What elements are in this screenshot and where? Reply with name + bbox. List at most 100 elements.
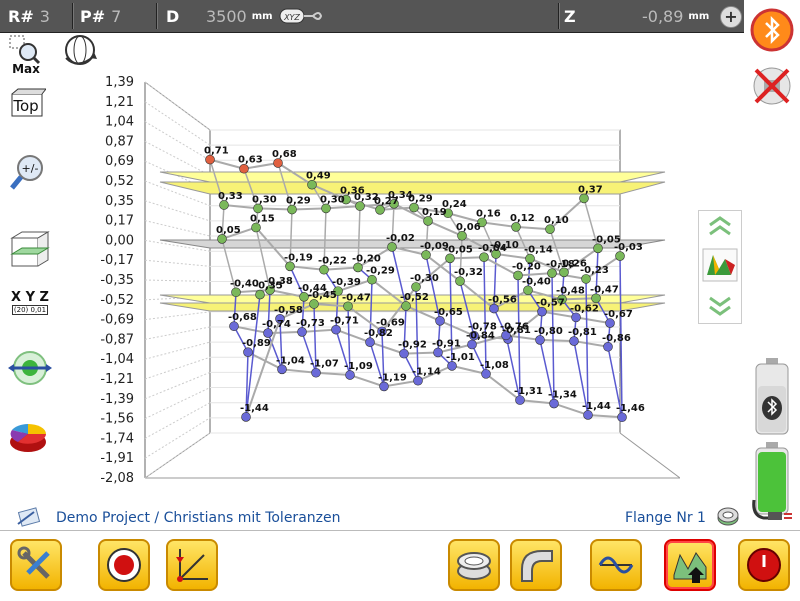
point-value-label: -0,76 (500, 321, 529, 332)
measurement-point (333, 286, 343, 296)
point-value-label: -0,67 (604, 309, 633, 320)
measurement-point (467, 339, 477, 350)
plane-view-button[interactable] (8, 228, 52, 272)
mesh-line (515, 226, 531, 259)
settings-button[interactable] (10, 539, 62, 591)
measurement-point (389, 199, 399, 209)
gridline (144, 279, 211, 282)
point-value-label: -0,92 (398, 340, 427, 351)
y-tick-label: -0,35 (100, 273, 134, 288)
flange-name[interactable]: Flange Nr 1 (625, 510, 706, 526)
zoom-tolerance-button[interactable]: +/- (8, 152, 48, 192)
point-value-label: 0,63 (238, 155, 263, 166)
rotate-globe-icon (65, 35, 97, 65)
xyz-settings-button[interactable]: X Y Z (20) 0,01 (8, 290, 52, 320)
point-value-label: -0,52 (400, 292, 429, 303)
measurement-point (617, 412, 627, 423)
scroll-up-button[interactable] (707, 215, 733, 241)
flange-rings-icon (457, 552, 491, 580)
point-value-label: -1,08 (480, 360, 509, 371)
xyz-measure-button[interactable]: XYZ (279, 6, 323, 26)
mesh-line (415, 286, 419, 381)
mesh-line (301, 331, 317, 373)
point-value-label: -0,62 (570, 303, 599, 314)
surface-thumb[interactable] (701, 245, 739, 289)
sine-wave-icon (598, 556, 634, 574)
profile-mode-button[interactable] (590, 539, 642, 591)
measurement-point (523, 285, 533, 296)
point-value-label: -0,73 (296, 318, 325, 329)
top-view-button[interactable]: Top (8, 88, 48, 120)
mesh-line (507, 310, 543, 340)
disconnect-button[interactable] (750, 64, 794, 112)
point-value-label: -0,47 (342, 292, 371, 303)
measurement-point (525, 253, 535, 264)
zoom-max-label: Max (12, 62, 40, 76)
mesh-line (255, 227, 271, 291)
mesh-line (585, 255, 621, 280)
gridline (144, 326, 211, 340)
project-name[interactable]: Demo Project / Christians mit Toleranzen (56, 510, 341, 526)
flange-mode-button[interactable] (448, 539, 500, 591)
p-field: P# 7 (80, 0, 121, 32)
mesh-line (405, 305, 441, 322)
mesh-line (471, 344, 487, 375)
y-tick-label: -1,21 (100, 372, 134, 387)
mesh-line (391, 203, 395, 247)
point-value-label: -0,09 (420, 241, 449, 252)
scroll-down-button[interactable] (707, 295, 733, 321)
mesh-line (221, 204, 225, 239)
point-value-label: -0,80 (534, 326, 563, 337)
measurement-point (379, 381, 389, 392)
mesh-line (449, 256, 485, 260)
measurement-point (477, 217, 487, 228)
measurement-point (263, 328, 273, 338)
mesh-line (505, 335, 521, 401)
view-scroller[interactable] (698, 210, 742, 324)
surface-thumbnail-icon (702, 248, 738, 282)
power-battery (750, 440, 796, 530)
measurement-point (319, 264, 329, 275)
mesh-line (607, 346, 623, 418)
rotate-view-button[interactable] (60, 30, 100, 70)
mesh-line (221, 238, 237, 293)
level-target-icon (8, 351, 52, 385)
bluetooth-button[interactable] (750, 8, 794, 56)
xyz-badge-text: XYZ (283, 13, 300, 22)
gridline (144, 387, 211, 420)
measurement-point (229, 321, 239, 332)
point-value-label: -1,44 (240, 403, 269, 414)
surface-mode-button[interactable] (664, 539, 716, 591)
wrench-screwdriver-icon (17, 546, 50, 579)
bend-mode-button[interactable] (510, 539, 562, 591)
record-button[interactable] (98, 539, 150, 591)
point-value-label: 0,36 (340, 186, 365, 197)
point-value-label: -1,34 (548, 390, 577, 401)
add-button[interactable]: + (720, 6, 742, 28)
measurement-point (491, 249, 501, 259)
level-button[interactable] (8, 348, 52, 388)
point-value-label: -0,05 (444, 244, 473, 255)
measurement-point (297, 327, 307, 337)
double-chevron-down-icon (709, 296, 731, 316)
statistics-button[interactable] (8, 412, 52, 456)
measurement-point (547, 268, 557, 278)
gridline (144, 311, 211, 321)
mesh-line (267, 289, 271, 334)
power-button[interactable] (738, 539, 790, 591)
mesh-line (347, 306, 351, 376)
mesh-line (301, 328, 337, 333)
point-value-label: -0,89 (242, 338, 271, 349)
measure-angle-button[interactable] (166, 539, 218, 591)
point-value-label: -0,45 (308, 290, 337, 301)
point-value-label: -0,48 (556, 285, 585, 296)
zoom-max-button[interactable]: Max (8, 34, 50, 76)
point-value-label: 0,10 (544, 215, 569, 226)
point-value-label: -0,86 (602, 333, 631, 344)
mesh-line (403, 353, 419, 382)
mesh-line (313, 303, 317, 373)
gridline (144, 140, 211, 176)
measurement-point (571, 312, 581, 323)
surface-chart[interactable]: 1,39 1,21 1,04 0,87 0,69 0,52 0,35 0,17 0,00 -0,1… (60, 70, 680, 510)
point-value-label: 0,49 (306, 171, 331, 182)
